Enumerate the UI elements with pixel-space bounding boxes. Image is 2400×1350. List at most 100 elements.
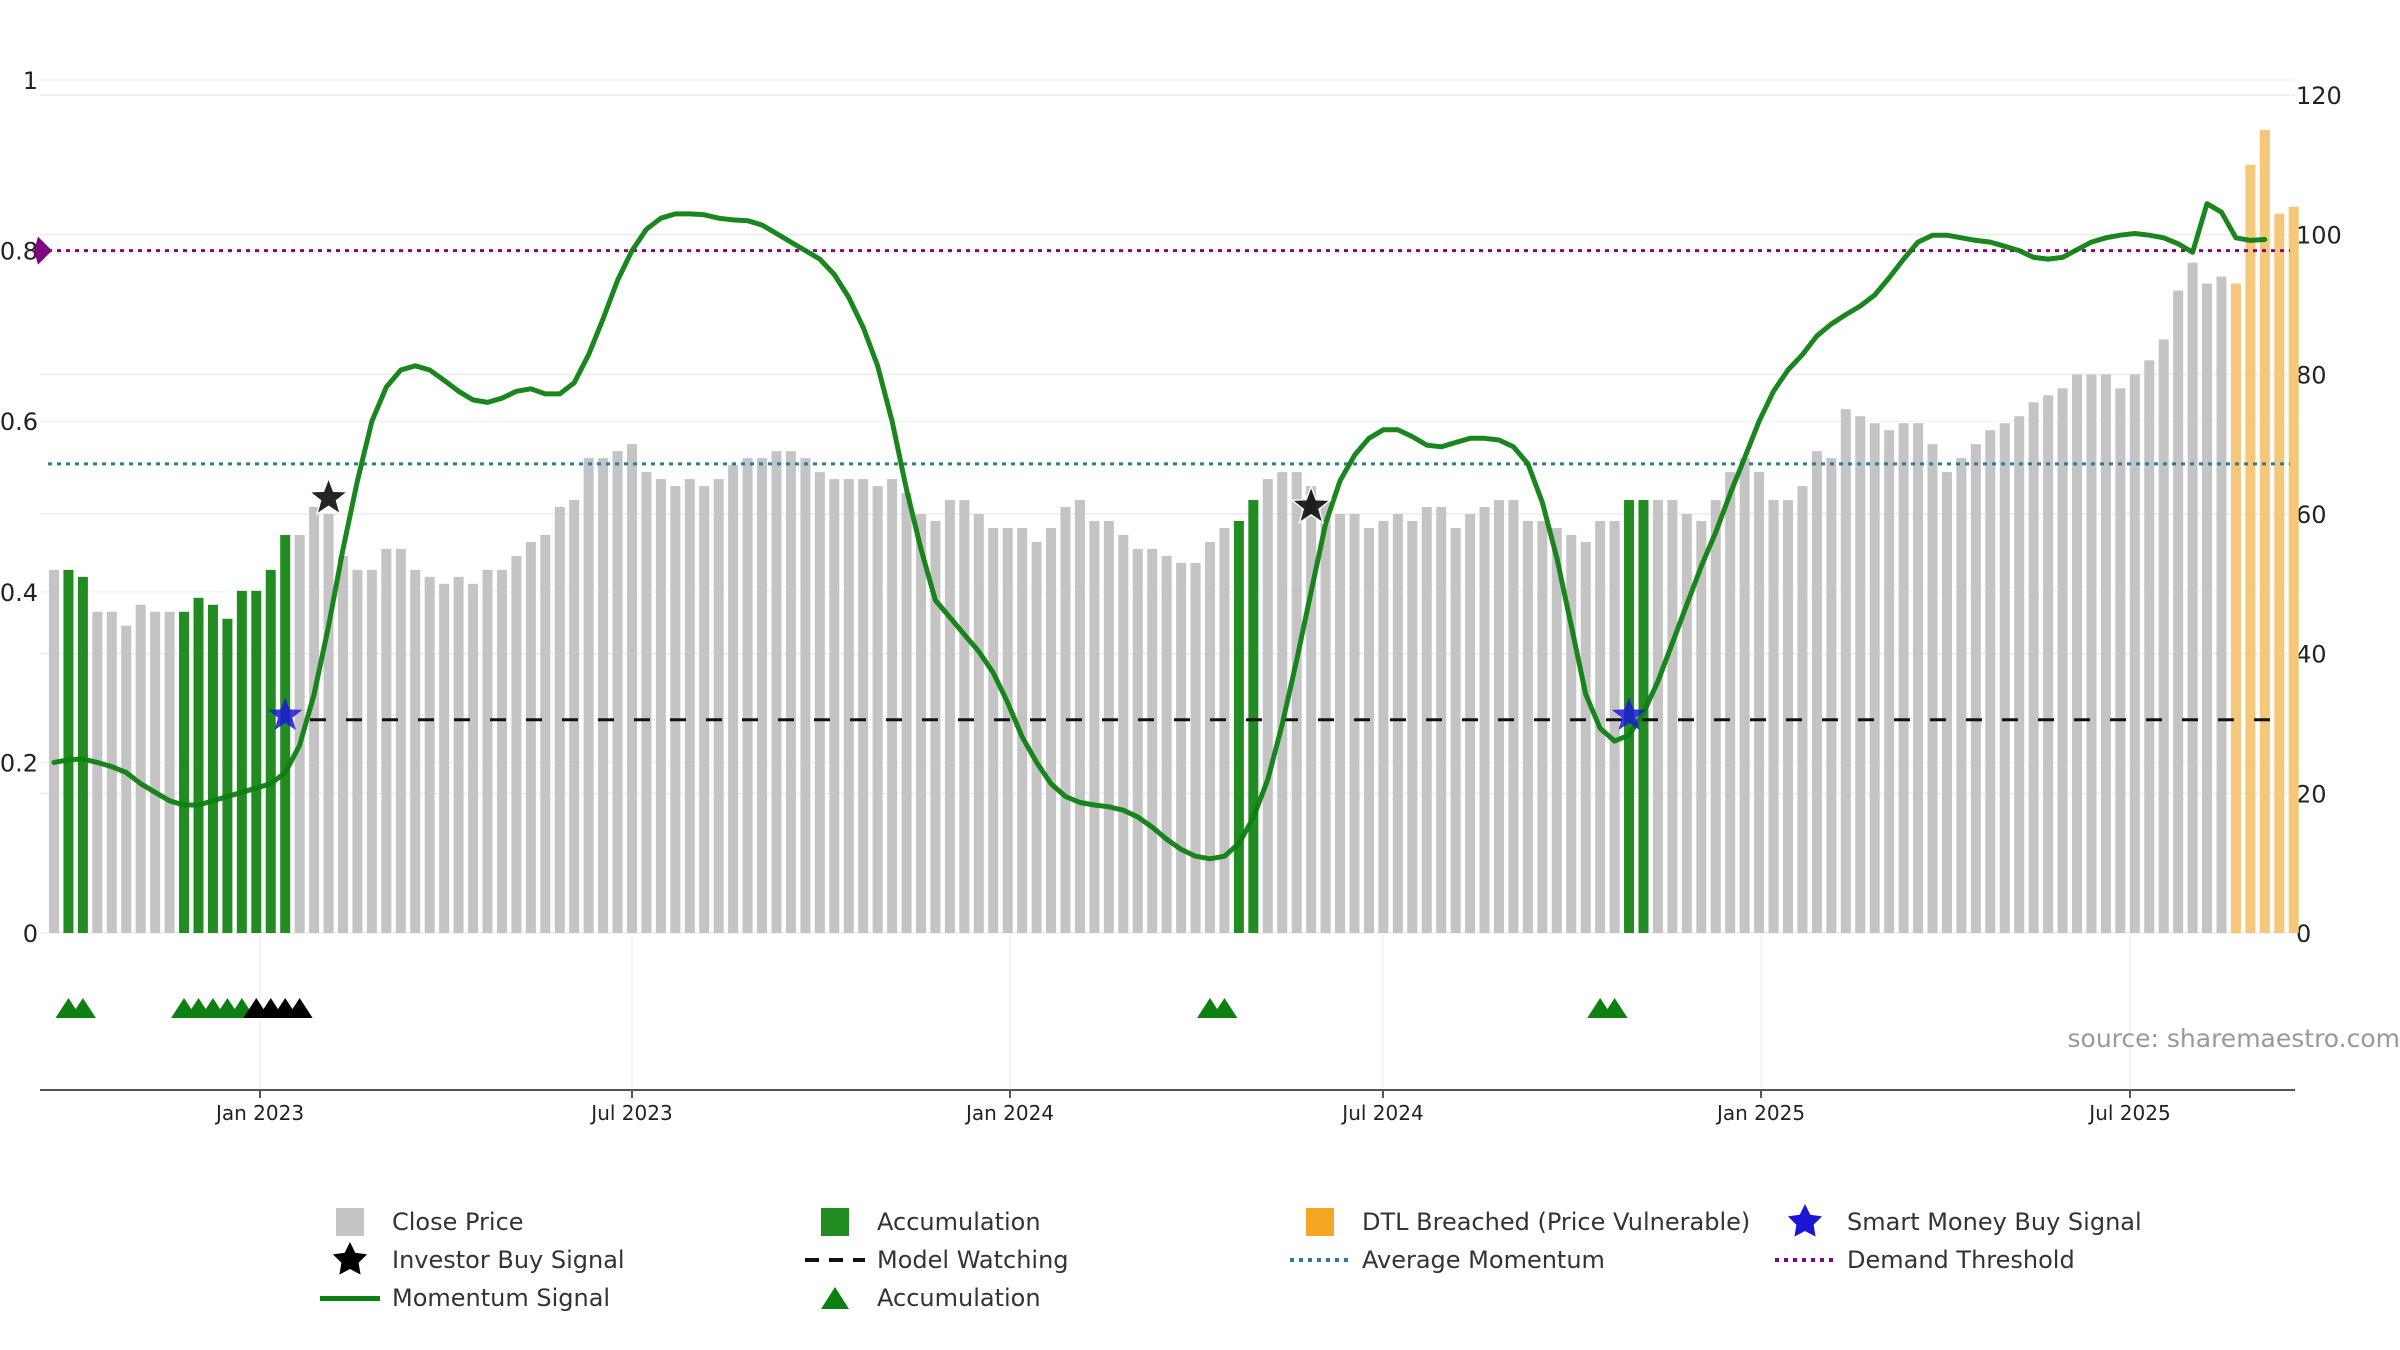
close-price-bar	[2057, 388, 2068, 933]
price-bars	[49, 129, 2299, 934]
close-price-bar	[1941, 472, 1952, 933]
blue-star-icon	[1775, 1204, 1835, 1239]
close-price-bar	[395, 548, 406, 933]
legend-average-momentum-label: Average Momentum	[1362, 1246, 1605, 1274]
accumulation-markers	[55, 998, 1628, 1018]
close-price-bar	[1306, 486, 1317, 933]
accumulation-bar	[251, 590, 262, 933]
close-price-bar	[1652, 500, 1663, 933]
demand-threshold-diamond-icon	[34, 236, 52, 265]
close-price-bar	[92, 611, 103, 933]
close-price-bar	[1074, 500, 1085, 933]
close-price-bar	[1609, 520, 1620, 933]
close-price-bar	[1103, 520, 1114, 933]
close-price-bar	[1494, 500, 1504, 933]
close-price-bar	[2187, 262, 2198, 934]
close-price-bar	[135, 604, 146, 933]
close-price-bar	[1710, 500, 1721, 933]
close-price-bar	[1205, 541, 1215, 933]
momentum-signal-line	[51, 201, 2268, 862]
close-price-bar	[612, 451, 623, 933]
close-price-bar	[829, 479, 840, 933]
accumulation-bar	[77, 576, 88, 933]
left-axis-tick: 0.6	[0, 408, 38, 436]
close-price-bar	[1696, 520, 1707, 933]
close-price-bar	[1566, 534, 1577, 933]
close-price-bar	[352, 569, 363, 933]
close-price-bar	[366, 569, 377, 933]
left-axis-tick: 1	[23, 67, 38, 95]
green-triangle-icon	[805, 1281, 865, 1315]
close-price-bar	[482, 569, 493, 933]
right-axis-tick: 120	[2296, 82, 2342, 110]
close-price-bar	[468, 583, 479, 933]
accumulation-bar	[1233, 520, 1244, 933]
momentum-line-swatch	[320, 1281, 380, 1315]
dotted-purple-line-swatch	[1775, 1243, 1835, 1277]
close-price-bar	[2129, 374, 2140, 933]
close-price-bar	[1450, 527, 1461, 933]
accumulation-bar	[222, 618, 233, 933]
close-price-bar	[757, 458, 768, 933]
close-price-bar	[121, 625, 132, 933]
close-price-bar	[1349, 514, 1360, 933]
close-price-bar	[381, 548, 392, 933]
reference-lines	[34, 236, 2290, 722]
dtl-breached-bar	[2230, 283, 2241, 933]
close-price-bar	[916, 514, 926, 933]
close-price-bar	[785, 451, 796, 933]
left-axis: 0 0.2 0.4 0.6 0.8 1	[0, 67, 38, 948]
close-price-bar	[1335, 514, 1346, 933]
accumulation-swatch	[805, 1205, 865, 1239]
close-price-bar	[1811, 451, 1822, 933]
right-axis-tick: 100	[2296, 222, 2342, 250]
close-price-bar	[569, 500, 580, 933]
close-price-bar	[959, 500, 970, 933]
right-axis-tick: 80	[2296, 361, 2327, 389]
close-price-bar	[1363, 527, 1374, 933]
close-price-bar	[2216, 276, 2227, 934]
dtl-breached-bar	[2245, 164, 2256, 934]
close-price-bar	[1017, 527, 1028, 933]
accumulation-triangle-icon	[1211, 998, 1238, 1018]
accumulation-triangle-icon	[69, 998, 96, 1018]
x-axis: Jan 2023 Jul 2023 Jan 2024 Jul 2024 Jan 2025…	[40, 1089, 2295, 1125]
close-price-bar	[164, 611, 175, 933]
close-price-bar	[742, 458, 753, 933]
close-price-bar	[1725, 472, 1736, 933]
legend-accumulation: Accumulation	[805, 1205, 1041, 1239]
legend-average-momentum: Average Momentum	[1290, 1243, 1605, 1277]
legend-accumulation-label: Accumulation	[877, 1208, 1041, 1236]
accumulation-bar	[1248, 500, 1259, 933]
close-price-bar	[583, 458, 594, 933]
close-price-bar	[1855, 416, 1866, 933]
close-price-bar	[1031, 541, 1042, 933]
close-price-bar	[800, 458, 811, 933]
close-price-bar	[1262, 479, 1273, 933]
close-price-bar	[1783, 500, 1793, 933]
legend-close-price-label: Close Price	[392, 1208, 524, 1236]
close-price-bar	[1407, 520, 1418, 933]
investor-triangle-icon	[286, 998, 313, 1018]
close-price-bar	[1898, 423, 1909, 933]
left-axis-tick: 0.2	[0, 749, 38, 777]
close-price-bar	[2144, 360, 2155, 933]
close-price-bar	[1551, 527, 1562, 933]
close-price-bar	[1046, 527, 1057, 933]
x-axis-tick-label: Jul 2024	[1340, 1101, 1423, 1125]
legend-smart-money-label: Smart Money Buy Signal	[1847, 1208, 2142, 1236]
close-price-bar	[1465, 514, 1476, 933]
close-price-bar	[641, 472, 652, 933]
right-axis-tick: 40	[2296, 641, 2327, 669]
close-price-bar	[540, 534, 551, 933]
close-price-bar	[294, 534, 305, 933]
close-price-bar	[1913, 423, 1924, 933]
close-price-bar	[496, 569, 507, 933]
close-price-bar	[1927, 444, 1938, 933]
close-price-swatch	[320, 1205, 380, 1239]
close-price-bar	[2043, 395, 2054, 933]
close-price-bar	[1884, 430, 1895, 933]
black-star-icon	[320, 1242, 380, 1277]
close-price-bar	[2100, 374, 2111, 933]
